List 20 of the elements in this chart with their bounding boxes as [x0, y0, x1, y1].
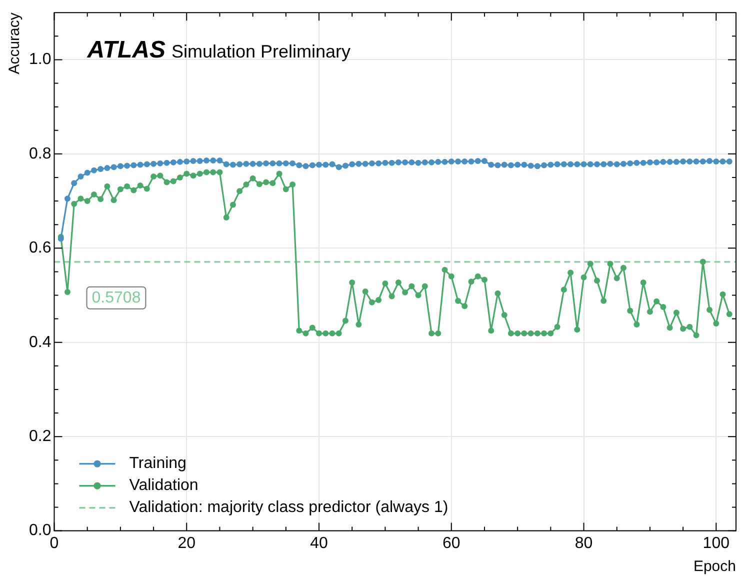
y-axis-title: Accuracy [6, 12, 24, 74]
x-tick-label: 0 [50, 534, 59, 552]
x-axis-title: Epoch [693, 558, 736, 576]
y-tick-label: 0.8 [28, 145, 52, 162]
y-tick-label: 0.2 [28, 428, 52, 445]
y-tick-label: 0.4 [28, 334, 52, 351]
text: Simulation Preliminary [171, 42, 351, 62]
text: ATLAS [86, 36, 166, 64]
x-tick-label: 100 [702, 534, 730, 552]
y-tick-label: 1.0 [28, 51, 52, 68]
x-tick-label: 40 [310, 534, 328, 552]
y-tick-label: 0.0 [28, 522, 52, 540]
y-tick-label: 0.6 [28, 240, 52, 257]
legend-label: Validation: majority class predictor (always 1) [129, 499, 448, 516]
x-tick-label: 20 [178, 534, 196, 552]
x-tick-label: 80 [574, 534, 593, 552]
legend-label: Training [129, 455, 186, 472]
annotation: 0.5708 [92, 289, 141, 306]
legend-label: Validation [129, 477, 198, 494]
x-tick-label: 60 [442, 534, 460, 552]
